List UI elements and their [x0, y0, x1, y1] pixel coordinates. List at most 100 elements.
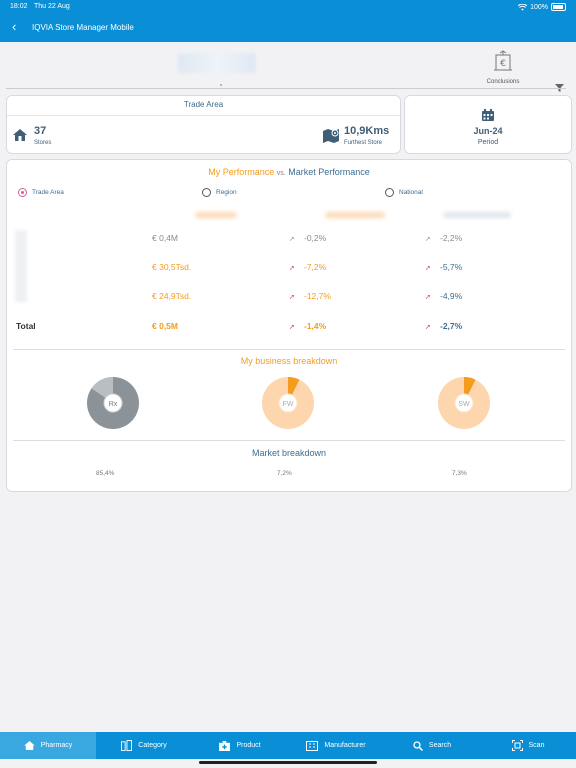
status-date: Thu 22 Aug [34, 3, 70, 10]
market-performance-label: Market Performance [288, 167, 370, 177]
app-title: IQVIA Store Manager Mobile [32, 23, 134, 32]
total-label: Total [16, 321, 36, 331]
header-divider [6, 88, 566, 89]
bottom-nav: Pharmacy Category Product Manufacturer S… [0, 732, 576, 759]
row2-trade-trend-icon: ➚ [289, 265, 295, 272]
radio-national-label: National [399, 189, 423, 196]
trade-area-card: Trade Area 37 Stores 10,9Kms Furthest St… [6, 95, 401, 154]
manufacturer-icon [306, 740, 319, 751]
decorative-dot [220, 84, 222, 86]
row3-nat-trend-icon: ➚ [425, 294, 431, 301]
row3-trade-change: -12,7% [304, 291, 331, 301]
nav-search[interactable]: Search [384, 732, 480, 759]
conclusions-icon: € [494, 50, 512, 71]
row3-value: € 24,9Tsd. [152, 291, 192, 301]
stores-value: 37 [34, 125, 47, 137]
stores-label: Stores [34, 140, 52, 146]
wifi-icon [518, 3, 528, 11]
row3-trade-trend-icon: ➚ [289, 294, 295, 301]
total-nat-change: -2,7% [440, 321, 463, 331]
radio-circle [385, 188, 394, 197]
redacted-header-3 [443, 212, 511, 218]
calendar-icon [482, 109, 494, 121]
radio-national[interactable]: National [385, 188, 423, 197]
store-name-redacted [178, 53, 256, 73]
conclusions-label: Conclusions [486, 79, 520, 85]
donut-fw[interactable]: FW [261, 376, 315, 430]
nav-product[interactable]: Product [192, 732, 288, 759]
total-trade-trend-icon: ➚ [289, 324, 295, 331]
redacted-header-1 [195, 212, 237, 218]
battery-icon [551, 3, 566, 11]
home-indicator[interactable] [199, 761, 377, 764]
home-icon [23, 741, 35, 750]
app-bar: ‹ IQVIA Store Manager Mobile [0, 14, 576, 42]
business-breakdown-title: My business breakdown [240, 356, 338, 366]
row1-trade-change: -0,2% [304, 233, 327, 243]
row1-nat-trend-icon: ➚ [425, 236, 431, 243]
nav-scan-label: Scan [528, 742, 545, 749]
row3-nat-change: -4,9% [440, 291, 463, 301]
radio-circle [202, 188, 211, 197]
row2-nat-change: -5,7% [440, 262, 463, 272]
nav-category-label: Category [138, 742, 167, 749]
map-icon [323, 129, 339, 143]
vs-label: vs. [276, 170, 286, 177]
period-label: Period [477, 139, 499, 146]
nav-manufacturer[interactable]: Manufacturer [288, 732, 384, 759]
period-card[interactable]: Jun-24 Period [404, 95, 572, 154]
market-breakdown-title: Market breakdown [251, 448, 327, 458]
row2-value: € 30,5Tsd. [152, 262, 192, 272]
status-time: 18:02 [10, 3, 28, 10]
redacted-row-labels [15, 230, 27, 302]
scan-icon [511, 740, 523, 751]
trade-area-divider [7, 115, 400, 116]
radio-region[interactable]: Region [202, 188, 237, 197]
total-trade-change: -1,4% [304, 321, 327, 331]
donut-sw[interactable]: SW [437, 376, 491, 430]
status-bar: 18:02 Thu 22 Aug 100% [0, 0, 576, 14]
nav-pharmacy[interactable]: Pharmacy [0, 732, 96, 759]
donut-rx[interactable]: Rx [86, 376, 140, 430]
period-value: Jun-24 [473, 126, 503, 136]
home-icon [13, 129, 27, 141]
total-nat-trend-icon: ➚ [425, 324, 431, 331]
row1-nat-change: -2,2% [440, 233, 463, 243]
search-icon [413, 740, 423, 751]
performance-title: My Performance vs. Market Performance [7, 167, 571, 177]
battery-percent: 100% [530, 3, 548, 11]
row1-trade-trend-icon: ➚ [289, 236, 295, 243]
row2-trade-change: -7,2% [304, 262, 327, 272]
furthest-value: 10,9Kms [344, 125, 390, 137]
back-icon[interactable]: ‹ [12, 19, 17, 34]
svg-text:€: € [500, 59, 506, 69]
furthest-label: Furthest Store [344, 140, 383, 146]
donut-sw-label: SW [458, 401, 470, 408]
nav-pharmacy-label: Pharmacy [40, 742, 73, 749]
nav-scan[interactable]: Scan [480, 732, 576, 759]
trade-area-title: Trade Area [183, 100, 224, 109]
product-icon [219, 740, 231, 751]
market-breakdown-rx: 85,4% [96, 470, 115, 477]
radio-region-label: Region [216, 189, 237, 196]
total-value: € 0,5M [152, 321, 178, 331]
business-divider [13, 349, 565, 350]
market-divider [13, 440, 565, 441]
nav-search-label: Search [428, 742, 452, 749]
radio-trade-area-label: Trade Area [32, 189, 64, 196]
performance-card: My Performance vs. Market Performance Tr… [6, 159, 572, 492]
radio-trade-area[interactable]: Trade Area [18, 188, 64, 197]
redacted-header-2 [325, 212, 385, 218]
nav-product-label: Product [236, 742, 261, 749]
radio-circle-selected [18, 188, 27, 197]
market-breakdown-fw: 7,2% [277, 470, 292, 477]
my-performance-label: My Performance [208, 167, 275, 177]
donut-fw-label: FW [283, 401, 294, 408]
nav-manufacturer-label: Manufacturer [324, 742, 366, 749]
category-icon [121, 740, 133, 751]
nav-category[interactable]: Category [96, 732, 192, 759]
status-right: 100% [518, 3, 566, 11]
donut-rx-label: Rx [109, 401, 118, 408]
conclusions-button[interactable]: € Conclusions [478, 50, 528, 85]
row1-value: € 0,4M [152, 233, 178, 243]
